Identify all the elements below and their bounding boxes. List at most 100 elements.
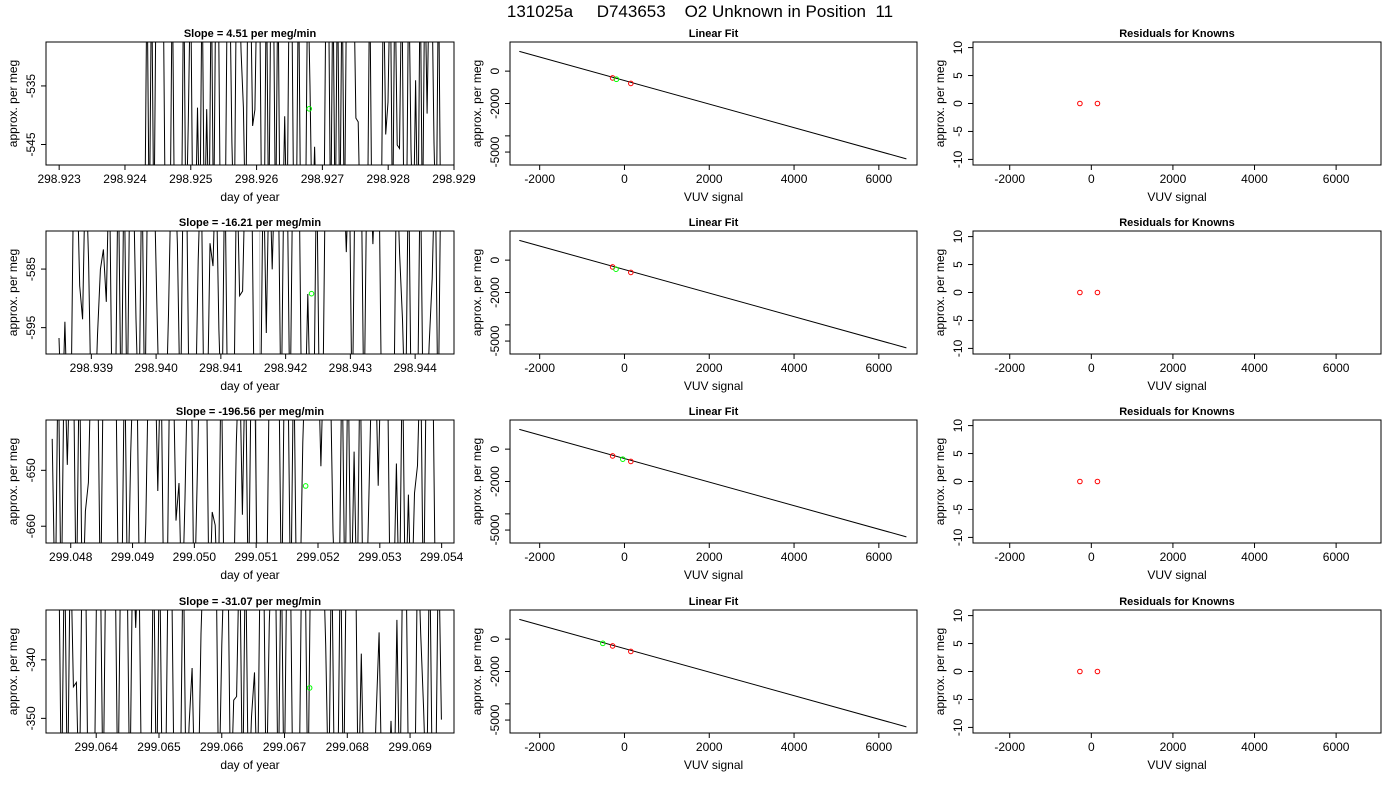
- unknown-point: [306, 685, 313, 691]
- chart-panel-linear-fit-row4: -2000 0 2000 4000 6000 -5000 -2000 0 Linear Fit V…: [470, 596, 918, 772]
- x-tick-label: 6000: [865, 550, 892, 564]
- y-tick-label: 0: [951, 289, 965, 296]
- signal-trace-line: [58, 231, 441, 354]
- panel-title: Slope = -196.56 per meg/min: [176, 406, 325, 418]
- fit-line: [519, 50, 907, 160]
- plot-frame: [509, 41, 918, 166]
- y-tick-label: -10: [951, 150, 965, 168]
- x-tick-label: 299.066: [200, 740, 244, 754]
- x-tick-label: 298.942: [264, 361, 308, 375]
- known-point: [628, 80, 634, 87]
- chart-panel-linear-fit-row2: -2000 0 2000 4000 6000 -5000 -2000 0 Linear Fit V…: [470, 217, 918, 393]
- y-tick-label: -340: [24, 647, 38, 671]
- panel-title: Linear Fit: [689, 28, 739, 40]
- x-tick-label: 298.944: [393, 361, 437, 375]
- y-tick-label: -5: [951, 694, 965, 705]
- panel-title: Residuals for Knowns: [1119, 28, 1235, 40]
- unknown-point: [306, 105, 313, 112]
- y-tick-label: 0: [951, 668, 965, 675]
- x-tick-label: 4000: [1241, 172, 1268, 186]
- x-tick-label: 2000: [696, 172, 723, 186]
- chart-panel-residuals-row2: -2000 0 2000 4000 6000 -10 -5 0 5 10 Residuals for…: [933, 217, 1382, 393]
- y-tick-label: 0: [488, 635, 502, 642]
- chart-panel-linear-fit-row1: -2000 0 2000 4000 6000 -5000 -2000 0 Linear Fit V…: [470, 28, 918, 204]
- x-tick-label: 0: [1088, 361, 1095, 375]
- x-axis-label: VUV signal: [684, 379, 743, 393]
- known-point: [628, 269, 634, 276]
- x-tick-label: 4000: [1241, 740, 1268, 754]
- chart-panel-time-series-row2: 298.939 298.940 298.941 298.942 298.943 298.9…: [6, 217, 455, 393]
- plot-frame: [972, 419, 1382, 544]
- residual-point: [1077, 100, 1083, 107]
- x-tick-label: 4000: [1241, 361, 1268, 375]
- y-axis-label: approx. per meg: [933, 438, 947, 525]
- data-layer: [51, 420, 436, 543]
- y-tick-label: 10: [951, 230, 965, 244]
- y-tick-label: -2000: [488, 88, 502, 119]
- x-tick-label: 2000: [696, 361, 723, 375]
- data-layer: [1077, 668, 1101, 675]
- plot-frame: [45, 41, 455, 166]
- y-tick-label: 10: [951, 609, 965, 623]
- data-layer: [519, 50, 907, 160]
- x-tick-label: -2000: [524, 740, 555, 754]
- panel-title: Slope = 4.51 per meg/min: [184, 28, 317, 40]
- known-point: [628, 648, 634, 655]
- x-tick-label: 2000: [1160, 172, 1187, 186]
- x-tick-label: -2000: [994, 550, 1025, 564]
- x-axis-label: VUV signal: [684, 190, 743, 204]
- x-tick-label: 298.927: [301, 172, 345, 186]
- data-layer: [144, 42, 441, 165]
- y-axis-label: approx. per meg: [470, 249, 484, 336]
- x-tick-label: 298.943: [329, 361, 373, 375]
- x-tick-label: 0: [621, 361, 628, 375]
- unknown-point: [619, 456, 626, 462]
- x-tick-label: 299.065: [137, 740, 181, 754]
- x-axis-label: VUV signal: [1147, 568, 1206, 582]
- x-tick-label: 0: [621, 740, 628, 754]
- x-tick-label: 299.064: [75, 740, 119, 754]
- residual-point: [1094, 478, 1101, 485]
- panel-title: Residuals for Knowns: [1119, 217, 1235, 229]
- residual-point: [1094, 668, 1101, 675]
- x-tick-label: 298.928: [366, 172, 410, 186]
- y-tick-label: -350: [24, 706, 38, 730]
- x-tick-label: 0: [1088, 740, 1095, 754]
- x-tick-label: 2000: [1160, 361, 1187, 375]
- plot-frame: [972, 609, 1382, 734]
- x-tick-label: 299.053: [358, 550, 402, 564]
- y-tick-label: 0: [488, 445, 502, 452]
- x-tick-label: 0: [1088, 172, 1095, 186]
- panel-title: Linear Fit: [689, 596, 739, 608]
- y-tick-label: 0: [488, 67, 502, 74]
- x-axis-label: VUV signal: [1147, 190, 1206, 204]
- known-point: [609, 453, 616, 459]
- y-tick-label: 0: [951, 100, 965, 107]
- x-tick-label: 298.929: [432, 172, 476, 186]
- y-tick-label: -5000: [488, 325, 502, 356]
- x-tick-label: 6000: [1323, 361, 1350, 375]
- y-tick-label: -10: [951, 528, 965, 546]
- x-tick-label: 4000: [781, 361, 808, 375]
- chart-panel-time-series-row3: 299.048 299.049 299.050 299.051 299.052 299.0…: [6, 406, 464, 582]
- panel-title: Slope = -31.07 per meg/min: [179, 596, 321, 608]
- x-tick-label: 298.924: [103, 172, 147, 186]
- plot-frame: [509, 230, 918, 355]
- panel-title: Residuals for Knowns: [1119, 596, 1235, 608]
- x-tick-label: 6000: [865, 172, 892, 186]
- y-tick-label: 5: [951, 640, 965, 647]
- data-layer: [1077, 289, 1101, 296]
- x-tick-label: 0: [1088, 550, 1095, 564]
- y-tick-label: -2000: [488, 466, 502, 497]
- x-tick-label: -2000: [994, 361, 1025, 375]
- data-layer: [1077, 478, 1101, 485]
- x-tick-label: 299.069: [388, 740, 432, 754]
- y-tick-label: -545: [24, 132, 38, 156]
- x-tick-label: 4000: [781, 550, 808, 564]
- y-axis-label: approx. per meg: [6, 628, 20, 715]
- y-tick-label: -660: [24, 514, 38, 538]
- plot-frame: [972, 41, 1382, 166]
- y-tick-label: -585: [24, 257, 38, 281]
- x-tick-label: 298.940: [134, 361, 178, 375]
